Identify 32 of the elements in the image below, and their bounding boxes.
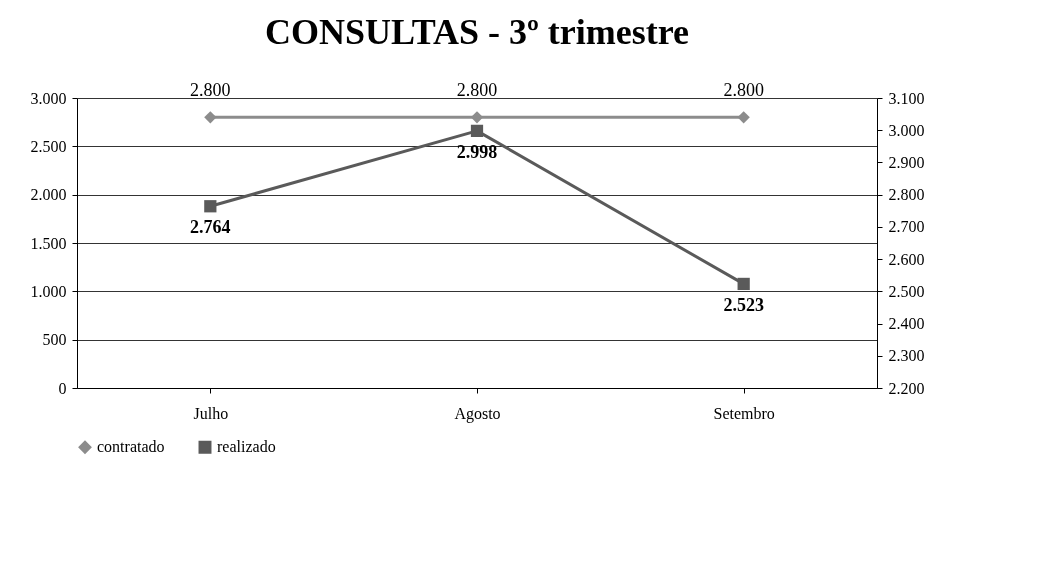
y2-tick-label: 2.900 xyxy=(888,153,925,171)
data-label: 2.800 xyxy=(456,80,498,101)
y-tick-label: 2.500 xyxy=(30,137,67,155)
y-tick-label: 2.000 xyxy=(30,186,67,204)
y2-tick-label: 2.200 xyxy=(888,379,925,397)
chart-title: CONSULTAS - 3º trimestre xyxy=(264,12,690,53)
x-tick-label: Agosto xyxy=(454,404,501,423)
y2-tick-label: 2.700 xyxy=(888,218,925,236)
legend-label: contratado xyxy=(97,438,165,456)
x-tick-label: Setembro xyxy=(713,404,775,422)
y-tick-label: 1.000 xyxy=(30,282,67,300)
y2-tick-label: 2.800 xyxy=(888,186,925,204)
y2-tick-label: 3.000 xyxy=(888,121,925,139)
data-label: 2.523 xyxy=(723,294,764,315)
y2-tick-label: 2.300 xyxy=(888,347,925,365)
data-label: 2.764 xyxy=(190,217,231,238)
y2-tick-label: 2.500 xyxy=(888,282,925,300)
y2-tick-label: 3.100 xyxy=(888,89,925,107)
legend-label: realizado xyxy=(217,438,276,456)
data-label: 2.800 xyxy=(190,80,231,101)
data-label: 2.800 xyxy=(723,80,764,101)
data-label: 2.998 xyxy=(456,141,498,162)
y-tick-label: 500 xyxy=(42,331,67,349)
point xyxy=(737,277,750,291)
point xyxy=(470,124,484,137)
y-tick-label: 3.000 xyxy=(30,89,67,107)
y-tick-label: 0 xyxy=(58,379,67,397)
y2-tick-label: 2.600 xyxy=(888,250,925,268)
x-tick-label: Julho xyxy=(193,404,229,422)
y-tick-label: 1.500 xyxy=(30,234,67,252)
y2-tick-label: 2.400 xyxy=(888,315,925,333)
point xyxy=(204,200,217,213)
